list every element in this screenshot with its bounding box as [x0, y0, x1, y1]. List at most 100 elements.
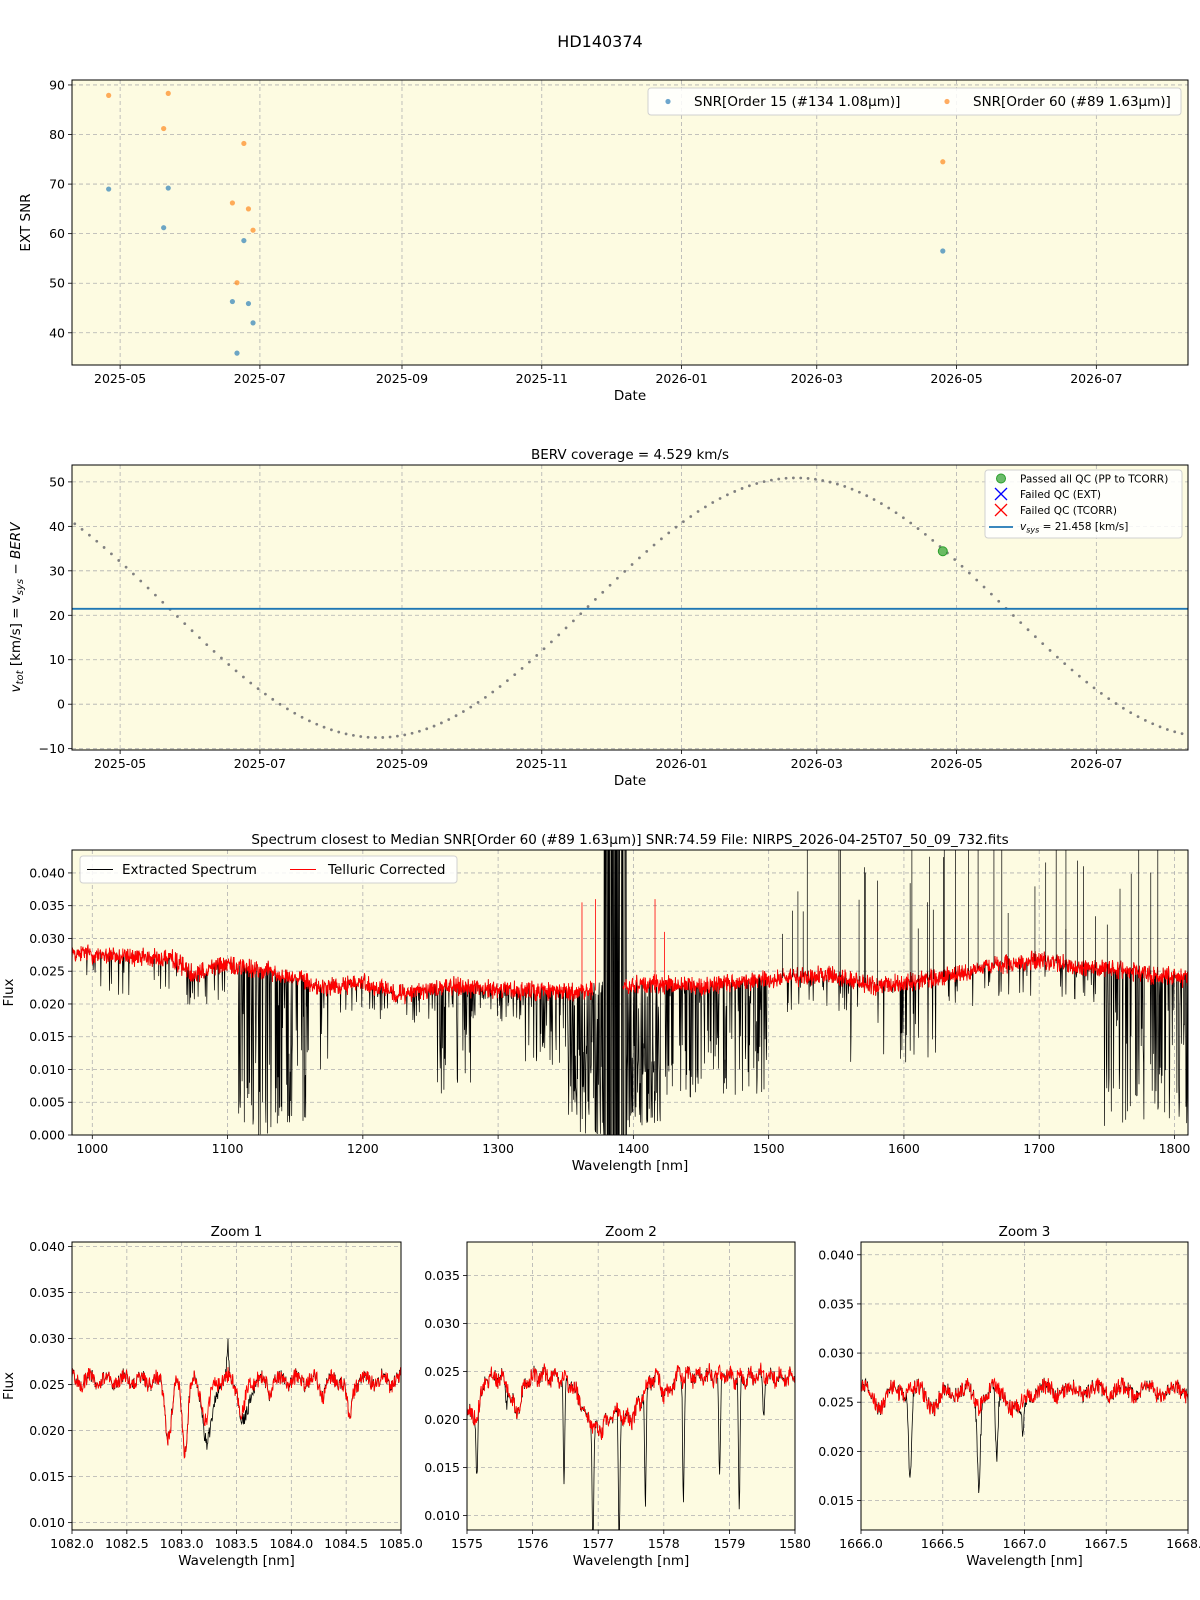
- berv-curve-dot: [901, 516, 905, 520]
- zoom3-y-tick-label: 0.020: [818, 1444, 854, 1459]
- berv-curve-dot: [747, 484, 751, 488]
- berv-curve-dot: [139, 579, 143, 583]
- snr-point: [241, 237, 247, 244]
- berv-curve-dot: [982, 585, 986, 589]
- spectrum-y-axis-label: Flux: [1, 978, 17, 1006]
- berv-curve-dot: [1107, 697, 1111, 701]
- spectrum-x-tick-label: 1800: [1159, 1141, 1191, 1156]
- berv-curve-dot: [542, 647, 546, 651]
- berv-x-tick-label: 2026-07: [1070, 756, 1122, 771]
- zoom1-y-tick-label: 0.020: [29, 1423, 65, 1438]
- telluric-corrected-line: [72, 944, 1188, 1005]
- berv-curve-dot: [564, 626, 568, 630]
- berv-y-label-sub: tot: [15, 669, 26, 684]
- zoom2-y-tick-label: 0.035: [424, 1268, 460, 1283]
- berv-curve-dot: [689, 515, 693, 518]
- zoom3-y-tick-label: 0.035: [818, 1296, 854, 1311]
- zoom3-x-tick-label: 1666.0: [839, 1536, 883, 1551]
- snr-point: [106, 186, 112, 192]
- berv-curve-dot: [769, 478, 773, 482]
- berv-y-tick-label: 30: [49, 563, 65, 578]
- zoom2-y-tick-label: 0.025: [424, 1364, 460, 1379]
- snr-legend-marker: [944, 98, 950, 105]
- zoom3-y-tick-label: 0.025: [818, 1395, 854, 1410]
- berv-curve-dot: [1019, 621, 1023, 625]
- berv-curve-dot: [498, 685, 502, 688]
- spectrum-y-tick-label: 0.005: [29, 1095, 65, 1110]
- snr-point: [106, 92, 112, 98]
- berv-curve-dot: [784, 476, 788, 480]
- zoom1-x-tick-label: 1083.5: [215, 1536, 259, 1551]
- zoom1-x-tick-label: 1082.5: [105, 1536, 149, 1551]
- berv-curve-dot: [887, 506, 891, 510]
- berv-curve-dot: [733, 490, 737, 493]
- zoom2-y-tick-label: 0.030: [424, 1316, 460, 1331]
- berv-curve-dot: [132, 572, 135, 576]
- snr-point: [245, 206, 252, 212]
- berv-curve-dot: [484, 695, 487, 699]
- figure-title: HD140374: [557, 32, 642, 51]
- berv-curve-dot: [931, 538, 935, 542]
- berv-curve-dot: [154, 593, 157, 597]
- berv-curve-dot: [865, 494, 869, 498]
- berv-curve-dot: [652, 543, 656, 547]
- snr-y-axis-label: EXT SNR: [18, 193, 34, 251]
- berv-x-tick-label: 2025-11: [516, 756, 568, 771]
- spectrum-y-tick-label: 0.030: [29, 931, 65, 946]
- berv-curve-dot: [220, 656, 223, 660]
- berv-curve-dot: [1114, 702, 1118, 705]
- berv-curve-dot: [212, 649, 216, 653]
- berv-curve-dot: [374, 736, 377, 739]
- snr-y-tick-label: 70: [49, 177, 65, 192]
- berv-curve-dot: [997, 599, 1001, 603]
- berv-curve-dot: [454, 714, 458, 718]
- berv-curve-dot: [242, 675, 245, 679]
- berv-curve-dot: [1070, 668, 1074, 672]
- berv-curve-dot: [821, 479, 825, 482]
- berv-legend-marker: [994, 487, 1008, 501]
- snr-x-tick-label: 2026-07: [1070, 371, 1122, 386]
- berv-axes: 2025-05 2025-07 2025-09 2025-11 2026-01 2026-…: [8, 447, 1189, 789]
- snr-point: [234, 280, 240, 286]
- zoom2-axes: 1575 1576 1577 1578 1579 1580 0.010 0.015 0.020 0…: [424, 1224, 811, 1569]
- berv-y-label-sub: sys: [15, 579, 26, 595]
- zoom2-title: Zoom 2: [605, 1224, 657, 1240]
- snr-legend-box: [647, 87, 1182, 116]
- berv-curve-dot: [791, 476, 795, 480]
- berv-y-label-part: − BERV: [8, 521, 24, 579]
- spectrum-x-tick-label: 1100: [212, 1141, 244, 1156]
- berv-curve-dot: [1136, 715, 1140, 719]
- berv-y-tick-label: −10: [39, 741, 65, 756]
- berv-curve-dot: [205, 643, 209, 646]
- zoom3-y-tick-label: 0.030: [818, 1346, 854, 1361]
- berv-curve-dot: [124, 565, 128, 569]
- berv-curve-dot: [491, 690, 495, 694]
- spectrum-x-tick-label: 1500: [753, 1141, 785, 1156]
- berv-curve-dot: [95, 539, 99, 543]
- berv-curve-dot: [469, 705, 473, 709]
- snr-content: [106, 90, 946, 356]
- berv-curve-dot: [425, 727, 429, 731]
- berv-y-axis-label: vtot [km/s] = vsys − BERV: [8, 521, 26, 693]
- berv-curve-dot: [828, 480, 832, 484]
- berv-curve-dot: [190, 629, 194, 633]
- berv-curve-dot: [447, 718, 451, 721]
- berv-curve-dot: [161, 600, 165, 604]
- berv-curve-dot: [843, 485, 847, 488]
- snr-y-tick-label: 60: [49, 226, 65, 241]
- berv-curve-dot: [916, 527, 920, 530]
- berv-curve-dot: [857, 490, 861, 494]
- zoom1-frame: [71, 1241, 402, 1531]
- berv-curve-dot: [637, 556, 641, 560]
- berv-curve-dot: [410, 731, 414, 735]
- berv-curve-dot: [718, 497, 722, 500]
- berv-curve-dot: [667, 531, 671, 535]
- berv-curve-dot: [300, 715, 304, 719]
- zoom1-x-tick-label: 1085.0: [379, 1536, 423, 1551]
- berv-curve-dot: [659, 537, 663, 541]
- berv-curve-dot: [571, 619, 575, 623]
- berv-curve-dot: [923, 532, 927, 536]
- zoom2-telluric-line: [467, 1362, 795, 1441]
- berv-curve-dot: [894, 511, 898, 515]
- spectrum-y-tick-label: 0.025: [29, 964, 65, 979]
